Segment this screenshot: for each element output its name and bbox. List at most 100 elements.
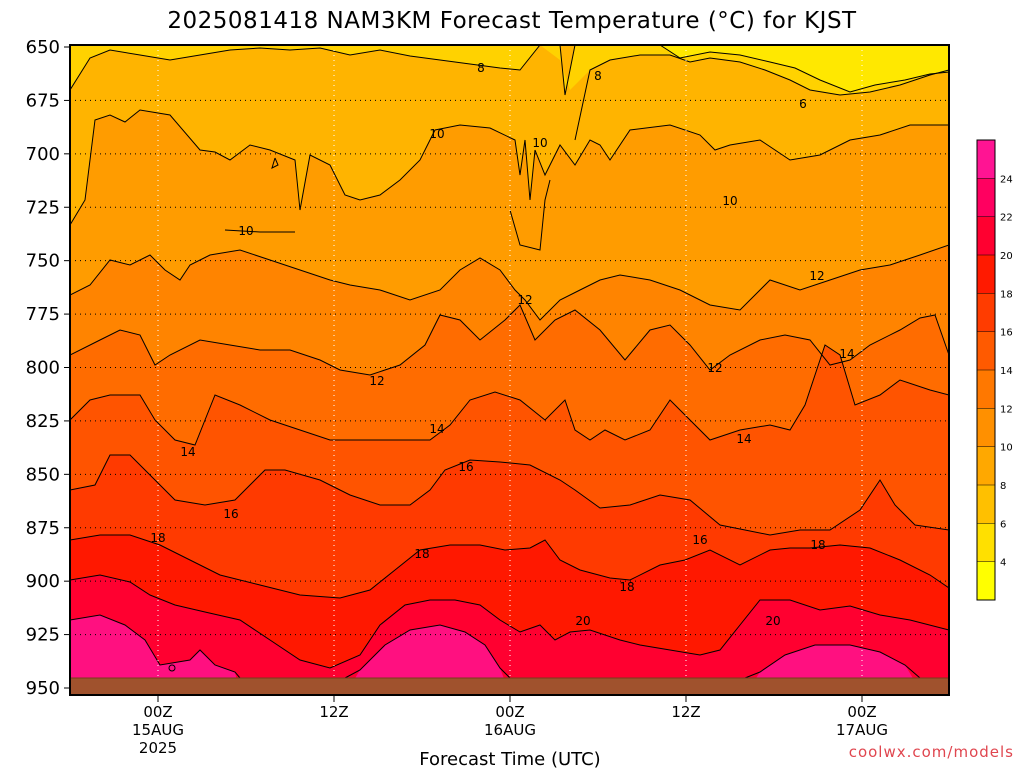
x-tick-label: 12Z — [319, 703, 348, 721]
colorbar-tick-label: 20 — [1000, 251, 1013, 262]
contour-label: 18 — [150, 531, 165, 545]
x-tick-label: 17AUG — [836, 721, 888, 739]
y-tick-label: 875 — [26, 518, 60, 539]
contour-label: 6 — [799, 97, 807, 111]
contour-18 — [70, 454, 949, 536]
x-tick-label: 00Z — [495, 703, 524, 721]
colorbar-tick-label: 14 — [1000, 366, 1013, 377]
contour-label: 12 — [707, 361, 722, 375]
y-tick-label: 800 — [26, 358, 60, 379]
y-tick-label: 850 — [26, 464, 60, 485]
contour-20 — [70, 534, 949, 599]
colorbar-tick-label: 6 — [1000, 519, 1006, 530]
x-tick-label: 2025 — [139, 739, 177, 757]
contour-8 — [70, 45, 541, 91]
contour-label: 20 — [765, 614, 780, 628]
colorbar-segment — [977, 408, 995, 447]
contour-10c — [509, 179, 551, 251]
contour-label: 12 — [809, 269, 824, 283]
contour-label: 14 — [736, 432, 751, 446]
colorbar-segment — [977, 485, 995, 524]
colorbar-segment — [977, 331, 995, 370]
x-tick-label: 00Z — [143, 703, 172, 721]
colorbar-segment — [977, 561, 995, 600]
colorbar-tick-label: 8 — [1000, 481, 1006, 492]
colorbar-tick-label: 10 — [1000, 443, 1013, 454]
y-tick-label: 825 — [26, 411, 60, 432]
contour-label: 14 — [839, 347, 854, 361]
band-4-6 — [660, 45, 949, 92]
contour-label: 12 — [369, 374, 384, 388]
contour-8b — [559, 45, 576, 96]
colorbar-tick-label: 18 — [1000, 289, 1013, 300]
contour-10b — [224, 229, 295, 233]
x-axis-label: Forecast Time (UTC) — [419, 749, 600, 768]
colorbar-tick-label: 4 — [1000, 558, 1006, 569]
contour-14 — [70, 304, 949, 376]
y-axis: 650 675 700 725 750 775 800 825 850 875 900 925 950 — [26, 37, 70, 699]
contour-label: 8 — [477, 61, 485, 75]
contour-label: 10 — [429, 127, 444, 141]
contour-label: 16 — [692, 533, 707, 547]
contour-label: 14 — [429, 422, 444, 436]
contour-24c — [744, 644, 921, 679]
y-tick-label: 675 — [26, 90, 60, 111]
colorbar-segment — [977, 255, 995, 294]
colorbar-segment — [977, 216, 995, 255]
colorbar-tick-label: 22 — [1000, 213, 1013, 224]
contour-labels: 8 8 6 10 10 10 10 12 12 12 12 14 14 14 14 16 16 16 18 18 18 1… — [150, 61, 854, 628]
plot-area — [70, 45, 949, 695]
credit-text: coolwx.com/models — [849, 743, 1014, 761]
contour-label: 10 — [722, 194, 737, 208]
contour-label: 12 — [517, 293, 532, 307]
x-tick-label: 16AUG — [484, 721, 536, 739]
contour-label: 10 — [532, 136, 547, 150]
y-tick-label: 700 — [26, 144, 60, 165]
colorbar-tick-label: 12 — [1000, 404, 1013, 415]
y-tick-label: 725 — [26, 197, 60, 218]
contour-16 — [70, 344, 949, 446]
contour-small-loop — [168, 664, 176, 672]
contour-label: 18 — [810, 538, 825, 552]
contour-24a — [70, 614, 241, 679]
contour-22 — [70, 574, 949, 669]
contour-label: 20 — [575, 614, 590, 628]
colorbar-segment — [977, 178, 995, 217]
contour-label: 14 — [180, 445, 195, 459]
colorbar-tick-label: 16 — [1000, 328, 1013, 339]
band-24-plus — [70, 615, 240, 695]
grid-vertical — [157, 45, 863, 678]
contour-lines — [70, 45, 949, 679]
x-tick-label: 00Z — [847, 703, 876, 721]
contour-label: 8 — [594, 69, 602, 83]
y-tick-label: 650 — [26, 37, 60, 58]
contour-24b — [344, 624, 511, 679]
contour-label: 18 — [619, 580, 634, 594]
colorbar-segment — [977, 293, 995, 332]
band-6-8 — [70, 45, 949, 95]
contour-label: 10 — [238, 224, 253, 238]
colorbar-tick-label: 24 — [1000, 174, 1013, 185]
colorbar-segment — [977, 370, 995, 409]
contour-label: 16 — [223, 507, 238, 521]
y-tick-label: 900 — [26, 571, 60, 592]
colorbar-segment — [977, 140, 995, 179]
y-tick-label: 950 — [26, 678, 60, 699]
contour-6 — [659, 45, 949, 93]
contour-12 — [70, 244, 949, 321]
y-tick-label: 750 — [26, 251, 60, 272]
x-tick-label: 15AUG — [132, 721, 184, 739]
x-tick-label: 12Z — [671, 703, 700, 721]
y-tick-label: 775 — [26, 304, 60, 325]
contour-8c — [574, 54, 949, 141]
colorbar-segment — [977, 523, 995, 562]
contour-10d — [271, 157, 279, 169]
y-tick-label: 925 — [26, 625, 60, 646]
contour-label: 18 — [414, 547, 429, 561]
colorbar-segment — [977, 446, 995, 485]
colorbar: 4 6 8 10 12 14 16 18 20 22 24 — [976, 139, 1013, 601]
contour-label: 16 — [458, 460, 473, 474]
